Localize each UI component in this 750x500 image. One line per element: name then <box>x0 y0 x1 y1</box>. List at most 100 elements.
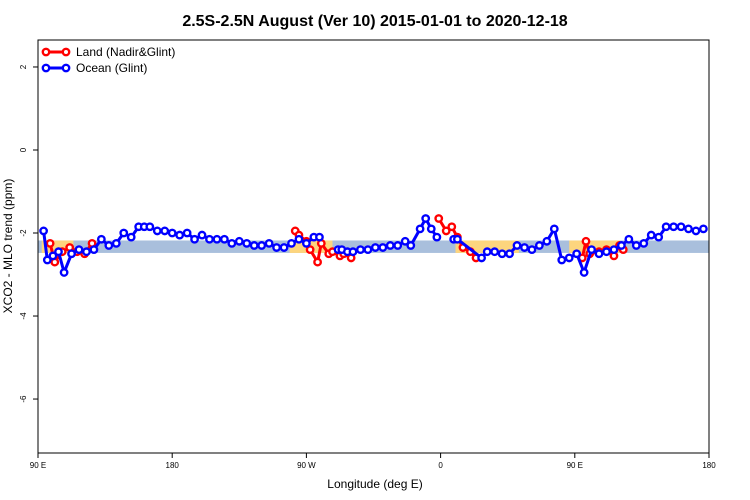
data-point <box>490 247 500 257</box>
y-axis: 2 0 -2 -4 -6 <box>19 64 38 403</box>
data-point <box>48 251 58 261</box>
data-point <box>315 232 324 242</box>
data-point <box>167 228 177 238</box>
data-point <box>520 243 529 252</box>
data-point <box>441 226 451 236</box>
data-point <box>45 238 55 248</box>
data-point <box>74 245 84 255</box>
data-point <box>684 224 693 234</box>
data-point <box>96 234 106 244</box>
plot-frame <box>37 39 710 454</box>
data-point <box>42 255 52 265</box>
data-point <box>175 230 185 240</box>
data-point <box>572 249 582 259</box>
data-point <box>581 236 591 246</box>
data-point <box>126 232 136 242</box>
data-point <box>104 241 114 250</box>
y-tick-label: 2 <box>19 64 28 69</box>
data-point <box>249 241 259 250</box>
data-point <box>691 226 701 236</box>
data-point <box>301 238 311 248</box>
data-point <box>313 257 322 267</box>
data-point <box>39 226 48 236</box>
y-axis-label: XCO2 - MLO trend (ppm) <box>1 179 15 314</box>
data-point <box>348 247 358 257</box>
y-tick-label: -4 <box>19 312 28 320</box>
data-point <box>197 230 207 240</box>
data-point <box>594 249 604 259</box>
data-point <box>82 247 91 257</box>
x-tick-label: 180 <box>702 461 716 470</box>
data-point <box>305 245 315 255</box>
data-point <box>59 268 69 277</box>
data-point <box>512 241 522 250</box>
data-point <box>406 241 416 250</box>
data-point <box>557 255 567 265</box>
data-point <box>242 238 252 248</box>
x-tick-label: 90 E <box>567 461 583 470</box>
data-point <box>639 238 649 248</box>
data-point <box>67 249 76 259</box>
data-point <box>160 226 170 236</box>
y-tick-label: -2 <box>19 229 28 237</box>
legend-label: Land (Nadir&Glint) <box>76 45 175 59</box>
data-point <box>415 224 425 234</box>
data-point <box>378 243 388 252</box>
data-point <box>219 234 229 244</box>
data-point <box>111 238 121 248</box>
data-point <box>579 268 589 277</box>
data-point <box>393 241 403 250</box>
data-point <box>447 222 457 232</box>
legend-marker <box>61 63 71 73</box>
data-point <box>699 224 708 234</box>
y-tick-label: -6 <box>19 395 28 403</box>
data-point <box>370 243 380 252</box>
data-point <box>264 238 274 248</box>
data-point <box>119 228 129 238</box>
data-point <box>212 234 222 244</box>
data-point <box>385 241 395 250</box>
data-point <box>400 236 410 246</box>
x-tick-label: 0 <box>438 461 443 470</box>
data-point <box>452 234 462 244</box>
x-tick-label: 90 E <box>30 461 46 470</box>
data-point <box>564 253 574 263</box>
series-layer <box>39 214 708 277</box>
data-point <box>676 222 686 232</box>
chart-title: 2.5S-2.5N August (Ver 10) 2015-01-01 to … <box>182 13 567 30</box>
data-point <box>534 241 544 250</box>
legend-marker <box>41 47 51 57</box>
data-point <box>294 234 304 244</box>
data-point <box>421 214 431 223</box>
data-point <box>616 241 626 250</box>
data-point <box>257 241 267 250</box>
legend-marker <box>41 63 51 73</box>
data-point <box>182 228 192 238</box>
data-point <box>497 249 507 259</box>
x-tick-label: 180 <box>166 461 180 470</box>
data-point <box>356 245 365 255</box>
data-point <box>432 232 442 242</box>
data-point <box>609 245 619 255</box>
data-point <box>287 238 296 248</box>
data-point <box>624 234 634 244</box>
data-point <box>505 249 514 259</box>
legend-marker <box>61 47 71 57</box>
data-point <box>477 253 487 263</box>
data-point <box>631 241 641 250</box>
data-point <box>527 245 537 255</box>
data-point <box>234 236 244 246</box>
x-axis: 90 E 180 90 W 0 90 E 180 <box>30 453 716 470</box>
data-point <box>152 226 162 236</box>
data-point <box>654 232 664 242</box>
data-point <box>205 234 214 244</box>
x-axis-label: Longitude (deg E) <box>327 477 422 491</box>
series-1 <box>39 214 708 277</box>
data-point <box>661 222 671 232</box>
data-point <box>54 247 63 257</box>
data-point <box>542 236 552 246</box>
data-point <box>227 238 237 248</box>
legend-label: Ocean (Glint) <box>76 61 147 75</box>
y-tick-label: 0 <box>19 147 28 152</box>
